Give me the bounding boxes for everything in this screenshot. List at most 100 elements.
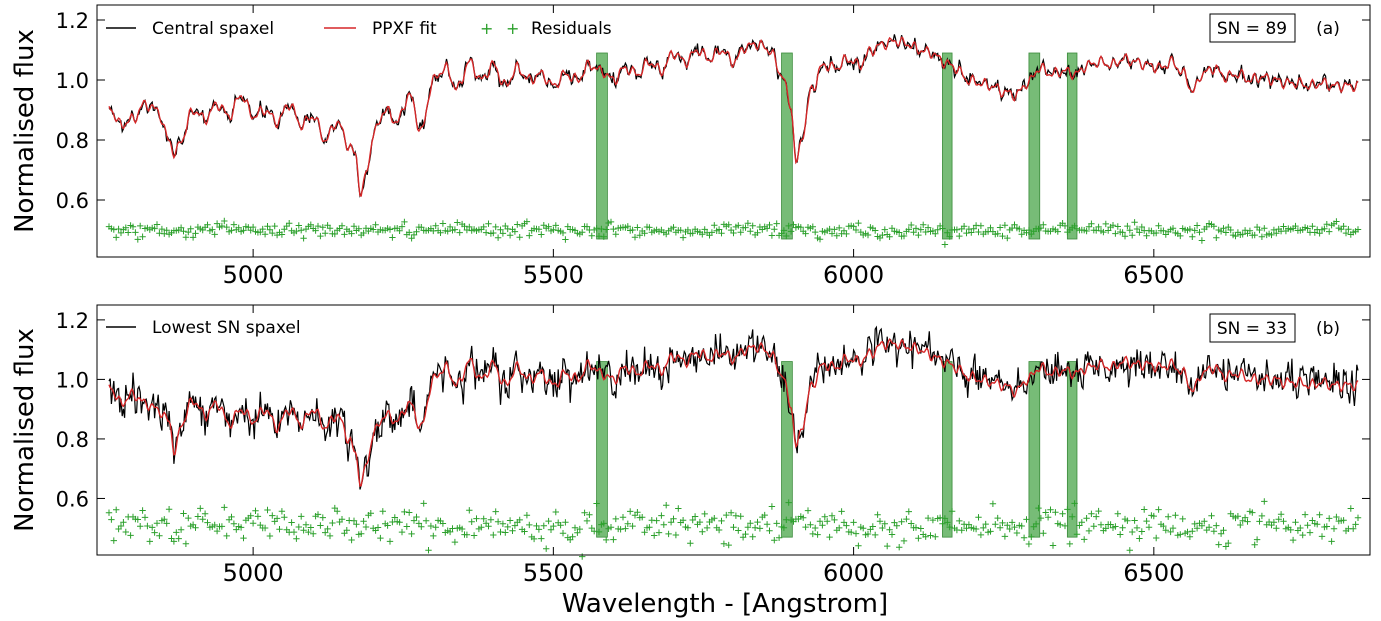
residual-point	[223, 532, 230, 540]
residual-point	[802, 230, 809, 237]
residual-point	[511, 228, 519, 235]
residual-point	[977, 222, 985, 229]
residual-point	[221, 504, 228, 511]
residual-point	[850, 223, 857, 230]
residual-point	[1088, 220, 1095, 227]
residual-point	[511, 522, 519, 529]
residual-point	[458, 525, 466, 533]
residual-point	[732, 512, 740, 519]
residual-point	[559, 530, 567, 537]
residual-point	[230, 520, 238, 527]
x-tick-label: 6000	[823, 261, 884, 289]
masked-band	[1066, 52, 1078, 240]
residual-point	[663, 230, 670, 238]
residual-point	[908, 520, 915, 527]
residual-point	[812, 524, 819, 532]
residual-point	[538, 535, 545, 542]
residual-point	[821, 513, 828, 520]
residual-point	[490, 229, 497, 237]
residual-point	[312, 227, 319, 234]
residual-point	[836, 524, 843, 532]
residual-point	[446, 223, 454, 231]
residual-point	[271, 222, 278, 230]
residual-point	[485, 523, 492, 530]
residual-point	[228, 227, 235, 234]
residual-point	[439, 220, 447, 227]
residual-point	[1160, 522, 1167, 530]
residual-point	[1131, 219, 1138, 226]
residual-point	[747, 228, 754, 235]
residual-point	[737, 513, 744, 520]
residual-point	[1165, 513, 1172, 520]
residual-point	[151, 529, 158, 536]
residual-point	[665, 530, 672, 538]
residual-point	[1095, 507, 1102, 515]
residual-point	[122, 224, 129, 231]
residual-point	[391, 514, 398, 521]
residual-point	[720, 540, 728, 547]
residual-point	[1064, 506, 1071, 513]
residual-point	[182, 234, 190, 241]
residual-point	[1133, 225, 1141, 233]
residual-point	[1323, 221, 1330, 228]
residual-point	[338, 222, 346, 229]
masked-band	[1028, 52, 1041, 240]
residual-point	[266, 532, 274, 540]
residual-point	[1251, 231, 1258, 239]
residual-point	[499, 520, 507, 527]
residual-point	[194, 513, 202, 520]
residual-point	[466, 223, 473, 231]
residual-point	[185, 514, 192, 522]
residual-point	[1225, 539, 1232, 547]
residual-point	[401, 218, 408, 226]
residual-point	[670, 515, 677, 522]
residual-point	[161, 516, 168, 523]
residual-point	[1191, 520, 1198, 528]
residual-point	[480, 223, 487, 231]
residual-point	[1316, 511, 1323, 518]
residual-point	[600, 233, 607, 240]
residual-point	[651, 532, 658, 539]
residual-point	[843, 522, 850, 529]
residual-point	[756, 525, 764, 532]
residual-point	[915, 535, 922, 542]
residual-point	[317, 232, 324, 240]
residual-point	[1280, 223, 1287, 230]
residual-point	[852, 226, 860, 234]
x-tick-label: 5500	[523, 261, 584, 289]
residual-point	[1037, 514, 1045, 522]
residual-point	[932, 230, 939, 237]
residual-point	[1153, 229, 1160, 237]
residual-point	[506, 232, 514, 239]
residual-point	[398, 223, 406, 230]
residual-point	[341, 231, 348, 238]
residual-point	[850, 519, 857, 526]
residual-point	[180, 228, 187, 235]
residual-point	[881, 226, 888, 233]
residual-point	[439, 520, 447, 527]
residual-point	[237, 524, 245, 531]
residual-point	[1333, 218, 1340, 225]
residual-point	[915, 231, 922, 239]
residual-point	[872, 227, 879, 234]
residual-point	[619, 514, 627, 521]
residual-point	[1203, 223, 1210, 231]
residual-point	[230, 221, 238, 228]
residual-point	[929, 516, 937, 524]
residual-point	[763, 521, 771, 528]
residual-point	[1273, 230, 1280, 237]
residual-point	[1006, 525, 1013, 533]
residual-point	[1126, 227, 1133, 234]
residual-point	[1179, 515, 1186, 523]
residual-point	[876, 518, 884, 525]
residual-point	[1258, 233, 1266, 240]
residual-point	[473, 515, 480, 522]
residual-point	[1217, 530, 1225, 537]
residual-point	[290, 528, 298, 536]
residual-point	[264, 506, 271, 514]
residual-point	[672, 531, 680, 539]
residual-point	[1201, 518, 1208, 525]
residual-point	[485, 220, 492, 227]
residual-point	[696, 518, 704, 526]
residual-point	[1040, 530, 1047, 537]
